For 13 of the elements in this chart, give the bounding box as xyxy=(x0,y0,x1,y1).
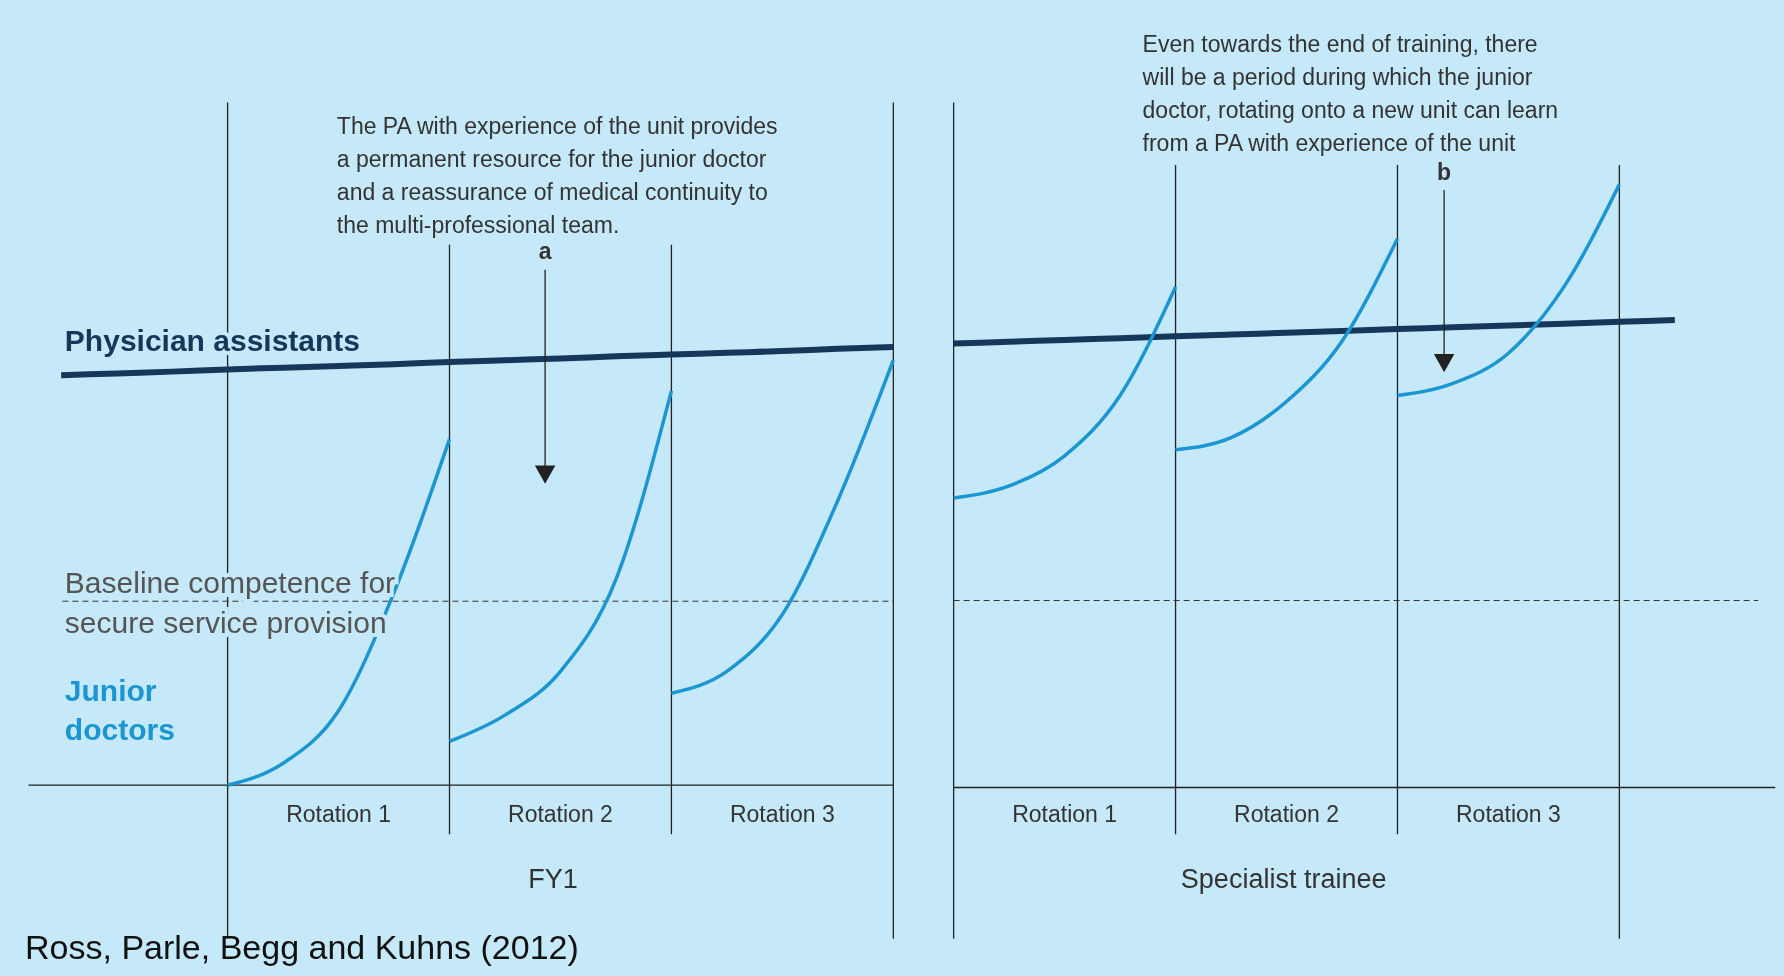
x-tick-label: Rotation 3 xyxy=(729,800,835,827)
text: a xyxy=(538,238,552,265)
text: Junior doctors xyxy=(64,674,175,746)
x-axis-title: Specialist trainee xyxy=(1180,863,1387,894)
text: The PA with experience of the unit provides a permanent resource for the junior doctor and a reassurance of medical continuity to the multi-professional team. xyxy=(336,113,778,239)
x-tick-label: Rotation 1 xyxy=(1012,800,1118,827)
x-tick-label: Rotation 3 xyxy=(1455,800,1561,827)
x-tick-label: Rotation 2 xyxy=(1234,800,1339,827)
x-axis-title: FY1 xyxy=(528,863,578,894)
text: Ross, Parle, Begg and Kuhns (2012) xyxy=(25,928,579,967)
annotation: b xyxy=(1437,158,1452,185)
x-tick-label: Rotation 2 xyxy=(508,800,613,827)
x-tick-label: Rotation 1 xyxy=(286,800,391,827)
